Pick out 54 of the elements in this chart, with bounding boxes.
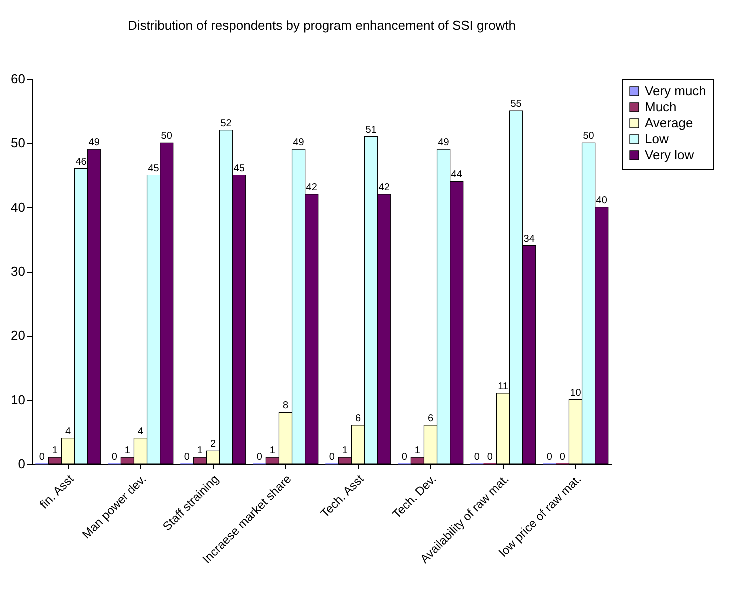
y-tick-label: 50 (11, 136, 26, 151)
legend-label: Very much (645, 84, 706, 98)
y-tick-label: 0 (18, 456, 26, 472)
data-label: 1 (342, 446, 348, 457)
data-label: 0 (329, 452, 336, 463)
legend-label: Low (645, 132, 670, 146)
data-label: 52 (220, 118, 232, 130)
data-label: 0 (39, 452, 46, 463)
data-label: 8 (282, 400, 289, 412)
data-label: 42 (378, 182, 390, 194)
data-label: 49 (88, 138, 100, 149)
data-label: 55 (510, 99, 522, 110)
legend-label: Very low (645, 148, 695, 162)
data-label: 1 (197, 446, 204, 457)
data-label: 0 (112, 452, 118, 463)
data-label: 51 (366, 124, 378, 136)
data-label: 4 (138, 426, 144, 438)
y-tick-label: 30 (11, 264, 26, 279)
data-label: 1 (52, 446, 58, 457)
data-label: 0 (487, 452, 494, 463)
data-label: 45 (234, 163, 246, 174)
data-label: 34 (524, 234, 536, 245)
data-label: 50 (161, 131, 173, 142)
data-label: 49 (293, 138, 305, 149)
y-tick-label: 20 (11, 328, 26, 344)
legend-label: Average (645, 116, 694, 130)
data-label: 0 (474, 452, 480, 463)
data-label: 49 (438, 138, 450, 149)
x-tick-label: Tech. Dev. (390, 472, 440, 522)
data-label: 1 (270, 446, 276, 457)
y-tick-label: 60 (11, 72, 26, 86)
data-label: 6 (355, 414, 362, 424)
data-label: 0 (402, 452, 408, 463)
data-label: 10 (570, 388, 582, 399)
data-label: 1 (414, 446, 421, 457)
data-label: 11 (498, 381, 509, 392)
chart-title: Distribution of respondents by program enhancement of SSI growth (128, 18, 516, 33)
data-label: 0 (184, 452, 190, 463)
data-label: 4 (65, 426, 72, 438)
y-tick-label: 10 (11, 392, 26, 408)
data-label: 44 (451, 170, 463, 181)
y-tick-label: 40 (11, 200, 26, 215)
data-label: 46 (76, 156, 88, 168)
data-label: 6 (428, 414, 434, 424)
data-label: 40 (596, 195, 608, 206)
data-label: 0 (546, 452, 553, 463)
data-label: 1 (124, 446, 131, 457)
legend-label: Much (645, 100, 677, 114)
data-label: 42 (306, 182, 318, 194)
data-label: 2 (210, 439, 216, 450)
data-label: 50 (583, 131, 595, 142)
data-label: 45 (148, 163, 160, 174)
data-label: 0 (256, 452, 263, 463)
data-label: 0 (560, 452, 566, 463)
